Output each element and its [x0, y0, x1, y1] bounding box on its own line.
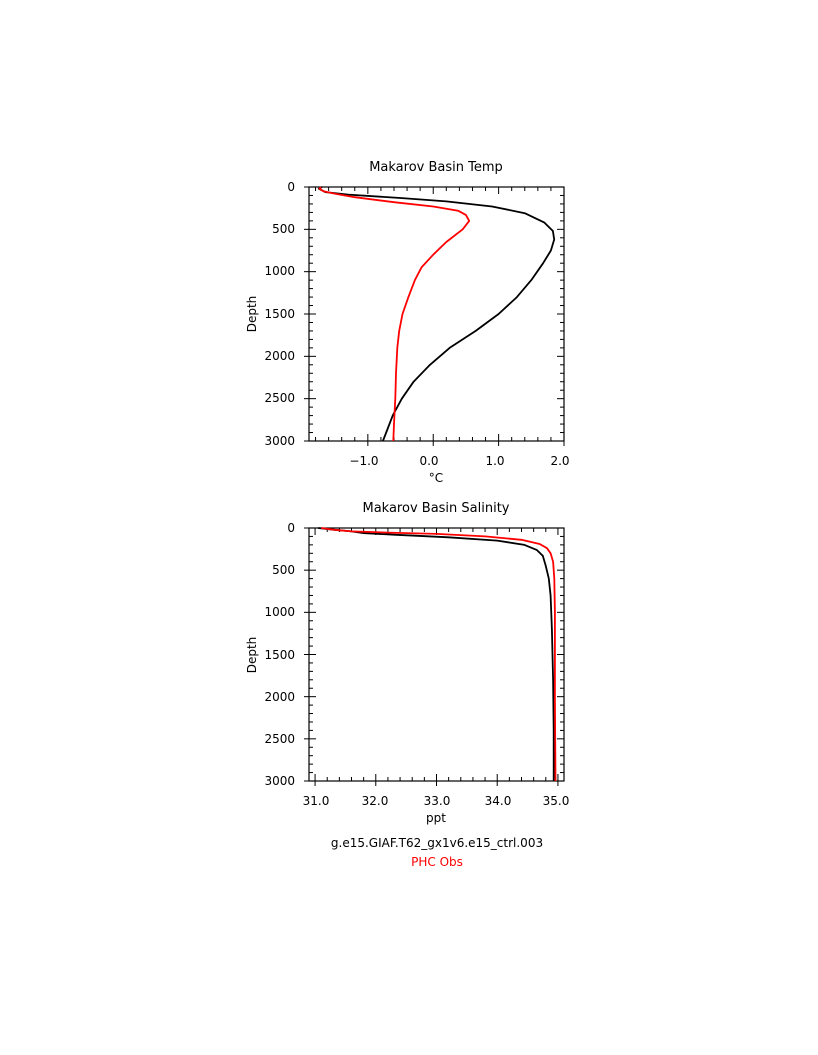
legend-obs: PHC Obs — [411, 855, 463, 869]
temp-ytick-label: 1000 — [264, 264, 295, 278]
temp-xtick-label: 1.0 — [485, 454, 504, 468]
salinity-ytick-label: 3000 — [264, 774, 295, 788]
salinity-ytick-label: 1000 — [264, 605, 295, 619]
salinity-axis-ticks — [304, 527, 564, 786]
salinity-y-axis-label: Depth — [245, 637, 259, 674]
model-series-line — [317, 186, 556, 442]
chart-canvas: Makarov Basin Temp 0 500 1000 1500 2000 … — [245, 160, 570, 825]
temp-xtick-label: 2.0 — [550, 454, 569, 468]
temp-ytick-label: 2500 — [264, 391, 295, 405]
obs-series-line — [318, 186, 471, 442]
temp-ytick-label: 1500 — [264, 307, 295, 321]
salinity-ytick-label: 1500 — [264, 648, 295, 662]
temp-ytick-label: 500 — [272, 222, 295, 236]
temp-axis-ticks — [304, 186, 565, 446]
temp-ytick-label: 2000 — [264, 349, 295, 363]
temp-plot-frame — [308, 186, 565, 442]
salinity-y-tick-labels: 0 500 1000 1500 2000 2500 3000 — [264, 521, 295, 788]
salinity-xtick-label: 33.0 — [424, 794, 451, 808]
salinity-ytick-label: 500 — [272, 563, 295, 577]
salinity-xtick-label: 32.0 — [362, 794, 389, 808]
salinity-xtick-label: 34.0 — [485, 794, 512, 808]
temp-x-tick-labels: −1.0 0.0 1.0 2.0 — [349, 454, 569, 468]
salinity-x-tick-labels: 31.0 32.0 33.0 34.0 35.0 — [303, 794, 570, 808]
salinity-title: Makarov Basin Salinity — [362, 501, 509, 516]
temp-xtick-label: 0.0 — [419, 454, 438, 468]
legend-model: g.e15.GIAF.T62_gx1v6.e15_ctrl.003 — [330, 836, 544, 850]
temp-y-axis-label: Depth — [245, 296, 259, 333]
salinity-xtick-label: 35.0 — [543, 794, 570, 808]
temp-y-tick-labels: 0 500 1000 1500 2000 2500 3000 — [264, 180, 295, 448]
salinity-x-axis-label: ppt — [426, 811, 446, 825]
temp-xtick-label: −1.0 — [349, 454, 378, 468]
temp-series-lines — [317, 186, 556, 442]
temp-ytick-label: 0 — [287, 180, 295, 194]
salinity-panel: Makarov Basin Salinity 0 500 1000 1500 2… — [245, 501, 569, 825]
salinity-ytick-label: 2500 — [264, 732, 295, 746]
salinity-series-lines — [317, 527, 557, 782]
salinity-ytick-label: 2000 — [264, 690, 295, 704]
temp-title: Makarov Basin Temp — [369, 160, 503, 175]
model-series-line — [317, 527, 555, 781]
temp-panel: Makarov Basin Temp 0 500 1000 1500 2000 … — [245, 160, 570, 485]
salinity-xtick-label: 31.0 — [303, 794, 330, 808]
temp-ytick-label: 3000 — [264, 434, 295, 448]
obs-series-line — [320, 527, 557, 782]
temp-x-axis-label: °C — [429, 471, 443, 485]
salinity-plot-frame — [308, 527, 565, 782]
salinity-ytick-label: 0 — [287, 521, 295, 535]
